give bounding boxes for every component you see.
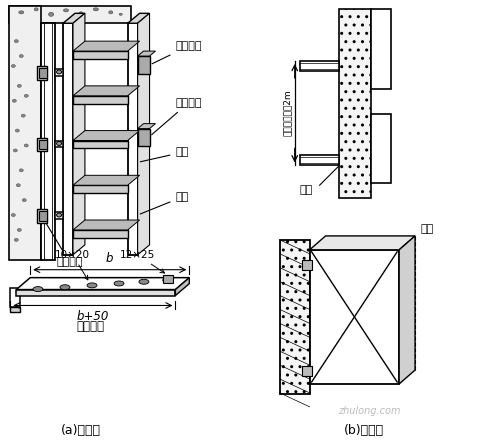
Polygon shape [73, 131, 140, 140]
Ellipse shape [57, 70, 62, 74]
Bar [37, 66, 47, 80]
Text: 槽钢: 槽钢 [420, 224, 433, 234]
Text: 10×20: 10×20 [55, 250, 90, 280]
Bar [138, 129, 149, 147]
Bar [138, 56, 149, 74]
Bar [55, 212, 63, 219]
Ellipse shape [60, 285, 70, 289]
Polygon shape [10, 288, 20, 307]
Bar [41, 23, 55, 260]
Ellipse shape [22, 198, 26, 202]
Polygon shape [10, 307, 20, 313]
Text: 桥架: 桥架 [141, 147, 189, 162]
Bar [300, 155, 340, 165]
Ellipse shape [15, 129, 19, 132]
Ellipse shape [79, 12, 83, 15]
Bar [39, 211, 47, 221]
Ellipse shape [12, 99, 16, 102]
Ellipse shape [17, 229, 21, 231]
Polygon shape [310, 236, 415, 250]
Bar [302, 260, 312, 270]
Text: (a)方式一: (a)方式一 [61, 424, 101, 436]
Bar [55, 140, 63, 147]
Polygon shape [73, 175, 140, 185]
Polygon shape [176, 278, 189, 296]
Text: 连接螺栓: 连接螺栓 [152, 98, 202, 135]
Bar [73, 230, 128, 238]
Polygon shape [128, 13, 149, 23]
Ellipse shape [114, 281, 124, 286]
Polygon shape [73, 13, 85, 255]
Ellipse shape [19, 55, 23, 58]
Ellipse shape [119, 13, 122, 15]
Bar [302, 366, 312, 376]
Text: b+50: b+50 [77, 310, 109, 323]
Ellipse shape [57, 213, 62, 217]
Text: 槽钢: 槽钢 [300, 185, 313, 195]
Ellipse shape [14, 238, 18, 242]
Bar [300, 61, 340, 71]
Bar [73, 51, 128, 59]
Ellipse shape [24, 144, 28, 147]
Bar [9, 6, 41, 260]
Polygon shape [16, 289, 176, 296]
Ellipse shape [139, 279, 149, 284]
Bar [73, 140, 128, 148]
Bar [39, 68, 47, 78]
Bar [340, 9, 371, 198]
Ellipse shape [93, 8, 98, 11]
Polygon shape [138, 51, 155, 56]
Ellipse shape [13, 149, 17, 152]
Ellipse shape [21, 114, 25, 117]
Ellipse shape [163, 278, 173, 283]
Text: 固定压板: 固定压板 [152, 41, 202, 64]
Bar [55, 69, 63, 76]
Ellipse shape [11, 64, 15, 67]
Ellipse shape [14, 40, 18, 43]
Polygon shape [9, 6, 131, 23]
Ellipse shape [19, 169, 23, 172]
Text: b: b [106, 252, 113, 265]
Polygon shape [73, 86, 140, 96]
Text: 固定间距小于2m: 固定间距小于2m [283, 90, 292, 136]
Ellipse shape [16, 184, 20, 187]
Ellipse shape [11, 214, 15, 217]
Bar [37, 138, 47, 151]
Ellipse shape [33, 286, 43, 292]
Polygon shape [399, 236, 415, 384]
Text: (b)方式二: (b)方式二 [344, 424, 385, 436]
Polygon shape [73, 220, 140, 230]
Ellipse shape [57, 142, 62, 146]
Ellipse shape [34, 8, 38, 11]
Bar [39, 139, 47, 150]
Text: zhulong.com: zhulong.com [338, 406, 400, 416]
Bar [371, 9, 391, 89]
Text: 膨胀螺栓: 膨胀螺栓 [45, 222, 83, 267]
Bar [37, 209, 47, 223]
Bar [73, 96, 128, 104]
Ellipse shape [17, 84, 21, 87]
Ellipse shape [87, 283, 97, 288]
Polygon shape [73, 41, 140, 51]
Ellipse shape [64, 9, 69, 12]
Polygon shape [16, 278, 189, 289]
Ellipse shape [49, 12, 54, 16]
Bar [310, 250, 399, 384]
Polygon shape [138, 123, 155, 129]
Bar [163, 275, 173, 283]
Bar [371, 114, 391, 183]
Ellipse shape [24, 94, 28, 97]
Ellipse shape [19, 11, 24, 14]
Text: 托臂: 托臂 [140, 192, 189, 214]
Ellipse shape [109, 11, 113, 14]
Text: 12×25: 12×25 [120, 250, 165, 273]
Polygon shape [138, 13, 149, 255]
Polygon shape [63, 13, 85, 23]
Text: 扁钢托臂: 扁钢托臂 [77, 321, 105, 333]
Bar [128, 23, 138, 255]
Bar [63, 23, 73, 255]
Bar [280, 240, 310, 394]
Bar [73, 185, 128, 193]
